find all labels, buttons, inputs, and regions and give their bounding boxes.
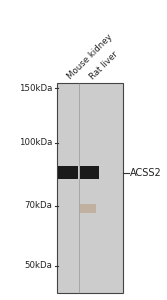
Text: 150kDa: 150kDa [19,84,53,93]
Bar [80,166,99,179]
Text: 50kDa: 50kDa [25,261,53,270]
Bar [56,82,123,292]
Bar [80,204,96,213]
Bar [58,166,78,179]
Text: 100kDa: 100kDa [19,138,53,147]
Text: Rat liver: Rat liver [88,49,120,81]
Text: 70kDa: 70kDa [25,201,53,210]
Text: Mouse kidney: Mouse kidney [66,32,115,81]
Text: ACSS2: ACSS2 [130,167,161,178]
